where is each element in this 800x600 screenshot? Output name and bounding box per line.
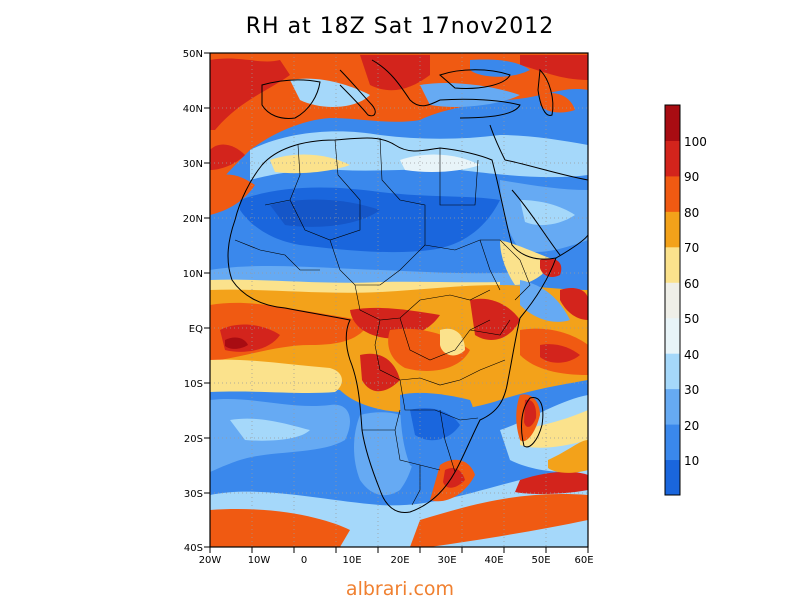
colorbar-swatch — [665, 175, 680, 212]
colorbar-label: 100 — [684, 135, 707, 149]
lon-label: 10W — [248, 555, 271, 566]
lat-label: 20S — [184, 434, 203, 445]
colorbar-swatch — [665, 105, 680, 141]
lat-label: EQ — [189, 324, 203, 335]
country-borders — [234, 137, 531, 506]
grid-lines — [210, 53, 588, 547]
levant-coastline — [489, 124, 506, 161]
colorbar-label: 10 — [684, 454, 699, 468]
colorbar-swatch — [665, 317, 680, 354]
colorbar-swatch — [665, 282, 680, 319]
madagascar-coastline — [521, 396, 544, 448]
colorbar-swatch — [665, 388, 680, 425]
colorbar-swatch — [665, 459, 680, 496]
iberia-coastline — [261, 79, 321, 119]
colorbar-label: 40 — [684, 348, 699, 362]
rh-field — [210, 53, 588, 547]
colorbar-label: 90 — [684, 170, 699, 184]
colorbar-label: 60 — [684, 277, 699, 291]
colorbar-label: 20 — [684, 419, 699, 433]
lon-label: 20W — [199, 555, 222, 566]
lat-label: 40S — [184, 543, 203, 554]
colorbar-swatches — [665, 105, 680, 496]
black-sea-coastline — [439, 69, 511, 89]
colorbar-swatch — [665, 140, 680, 177]
lat-label: 10S — [184, 379, 203, 390]
caspian-coastline — [537, 68, 554, 116]
colorbar-label: 70 — [684, 241, 699, 255]
lon-label: 60E — [574, 555, 593, 566]
lat-labels: 50N 40N 30N 20N 10N EQ 10S 20S 30S 40S — [183, 49, 203, 554]
colorbar-frame — [664, 104, 681, 496]
lat-label: 20N — [183, 214, 203, 225]
lat-label: 40N — [183, 104, 203, 115]
map-frame — [209, 52, 589, 548]
colorbar-swatch — [665, 424, 680, 461]
lon-label: 20E — [390, 555, 409, 566]
map-title: RH at 18Z Sat 17nov2012 — [245, 14, 555, 39]
lat-label: 30S — [184, 489, 203, 500]
lon-label: 10E — [342, 555, 361, 566]
colorbar-swatch — [665, 353, 680, 390]
colorbar-label: 80 — [684, 206, 699, 220]
arabia-coastline — [504, 159, 588, 259]
lon-label: 0 — [301, 555, 307, 566]
colorbar-label: 30 — [684, 383, 699, 397]
turkey-coastline — [439, 98, 521, 119]
lon-labels: 20W 10W 0 10E 20E 30E 40E 50E 60E — [199, 555, 594, 566]
colorbar: 10 20 30 40 50 60 70 80 90 100 — [664, 104, 707, 496]
tick-marks — [204, 52, 589, 553]
colorbar-swatch — [665, 211, 680, 248]
colorbar-label: 50 — [684, 312, 699, 326]
lon-label: 30E — [437, 555, 456, 566]
watermark: albrari.com — [345, 578, 455, 600]
colorbar-swatch — [665, 246, 680, 283]
lat-label: 10N — [183, 269, 203, 280]
lat-label: 50N — [183, 49, 203, 60]
lon-label: 50E — [531, 555, 550, 566]
lat-label: 30N — [183, 159, 203, 170]
balkans-coastline — [371, 59, 441, 107]
italy-coastline — [339, 69, 376, 117]
lon-label: 40E — [484, 555, 503, 566]
